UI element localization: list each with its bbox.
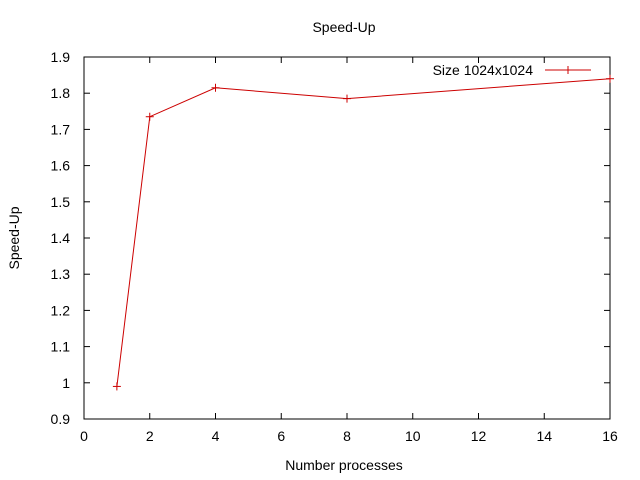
- y-tick-label: 1.5: [51, 194, 71, 210]
- y-tick-label: 1.8: [51, 85, 71, 101]
- y-tick-label: 1.6: [51, 158, 71, 174]
- x-tick-label: 4: [212, 428, 220, 444]
- data-point: [606, 74, 614, 83]
- y-axis-label: Speed-Up: [6, 206, 22, 269]
- chart-title: Speed-Up: [312, 19, 375, 35]
- x-axis-label: Number processes: [285, 457, 403, 473]
- x-tick-label: 0: [80, 428, 88, 444]
- x-tick-label: 10: [405, 428, 421, 444]
- y-tick-label: 1.1: [51, 339, 71, 355]
- x-axis: 0 2 4 6 8 10 12 14 16: [80, 57, 618, 444]
- y-tick-label: 1: [62, 375, 70, 391]
- y-tick-label: 1.3: [51, 266, 71, 282]
- x-tick-label: 8: [343, 428, 351, 444]
- x-tick-label: 16: [602, 428, 618, 444]
- x-tick-label: 2: [146, 428, 154, 444]
- legend-label: Size 1024x1024: [433, 62, 534, 78]
- legend-marker: [564, 66, 572, 74]
- series-line: [116, 78, 611, 387]
- y-tick-label: 1.2: [51, 302, 71, 318]
- y-tick-label: 1.4: [51, 230, 71, 246]
- y-tick-label: 1.7: [51, 121, 71, 137]
- x-tick-label: 12: [471, 428, 487, 444]
- y-tick-label: 1.9: [51, 49, 71, 65]
- data-point: [145, 112, 154, 121]
- data-point: [112, 382, 121, 391]
- data-point: [343, 94, 351, 103]
- data-point: [211, 83, 220, 92]
- x-tick-label: 14: [536, 428, 552, 444]
- legend: Size 1024x1024: [433, 62, 591, 78]
- series-layer: [112, 74, 614, 391]
- y-axis: 0.9 1 1.1 1.2 1.3 1.4 1.5 1.6 1.7 1.8 1.9: [51, 49, 610, 427]
- y-tick-label: 0.9: [51, 411, 71, 427]
- x-tick-label: 6: [277, 428, 285, 444]
